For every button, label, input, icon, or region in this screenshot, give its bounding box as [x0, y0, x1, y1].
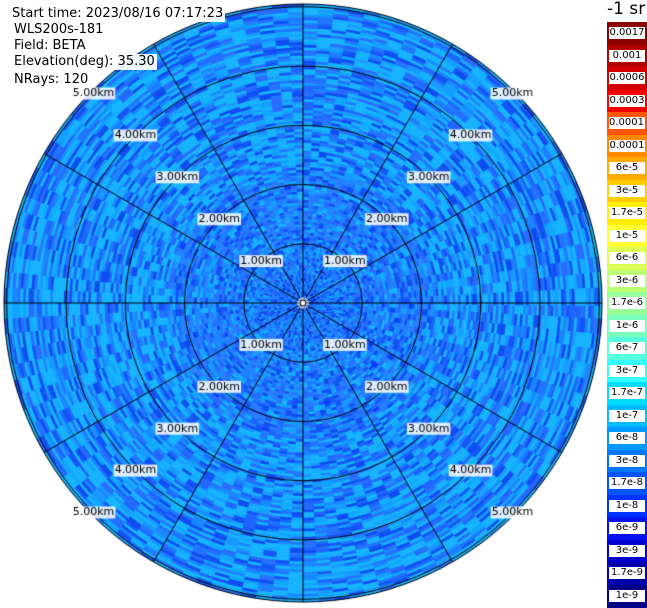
- colorbar-tick-label: 6e-7: [609, 342, 645, 355]
- colorbar-tick-label: 3e-5: [609, 184, 645, 197]
- colorbar-unit-label: -1 sr: [607, 0, 646, 19]
- colorbar-tick-label: 0.0001: [609, 139, 645, 152]
- colorbar-tick-label: 0.0006: [609, 72, 645, 85]
- elevation-label: Elevation(deg): 35.30: [12, 54, 157, 70]
- colorbar-tick-label: 3e-8: [609, 454, 645, 467]
- field-label: Field: BETA: [12, 38, 88, 54]
- colorbar-tick-label: 1e-7: [609, 409, 645, 422]
- colorbar-tick-label: 0.001: [609, 49, 645, 62]
- colorbar-tick-label: 1e-8: [609, 499, 645, 512]
- polar-scan-plot: [0, 0, 607, 607]
- colorbar-tick-label: 6e-8: [609, 432, 645, 445]
- colorbar-tick-label: 3e-7: [609, 364, 645, 377]
- colorbar-tick-label: 0.00017: [609, 117, 645, 130]
- nrays-label: NRays: 120: [12, 72, 91, 88]
- instrument-label: WLS200s-181: [12, 22, 106, 38]
- colorbar-tick-label: 1.7e-7: [609, 387, 645, 400]
- colorbar-tick-label: 1e-5: [609, 229, 645, 242]
- colorbar-tick-label: 1.7e-8: [609, 477, 645, 490]
- colorbar-tick-label: 3e-6: [609, 274, 645, 287]
- colorbar: 0.0017 0.001 0.0006 0.0003 0.00017 0.0001 6e-5…: [607, 22, 647, 608]
- start-time-label: Start time: 2023/08/16 07:17:23: [10, 6, 226, 22]
- colorbar-tick-label: 1.7e-5: [609, 207, 645, 220]
- colorbar-tick-label: 1e-6: [609, 319, 645, 332]
- colorbar-tick-label: 6e-6: [609, 252, 645, 265]
- colorbar-tick-label: 1.7e-9: [609, 567, 645, 580]
- colorbar-tick-label: 6e-9: [609, 522, 645, 535]
- colorbar-tick-label: 0.0017: [609, 27, 645, 40]
- colorbar-tick-label: 1e-9: [609, 589, 645, 602]
- colorbar-tick-label: 0.0003: [609, 94, 645, 107]
- colorbar-tick-label: 6e-5: [609, 162, 645, 175]
- colorbar-tick-label: 3e-9: [609, 544, 645, 557]
- colorbar-tick-label: 1.7e-6: [609, 297, 645, 310]
